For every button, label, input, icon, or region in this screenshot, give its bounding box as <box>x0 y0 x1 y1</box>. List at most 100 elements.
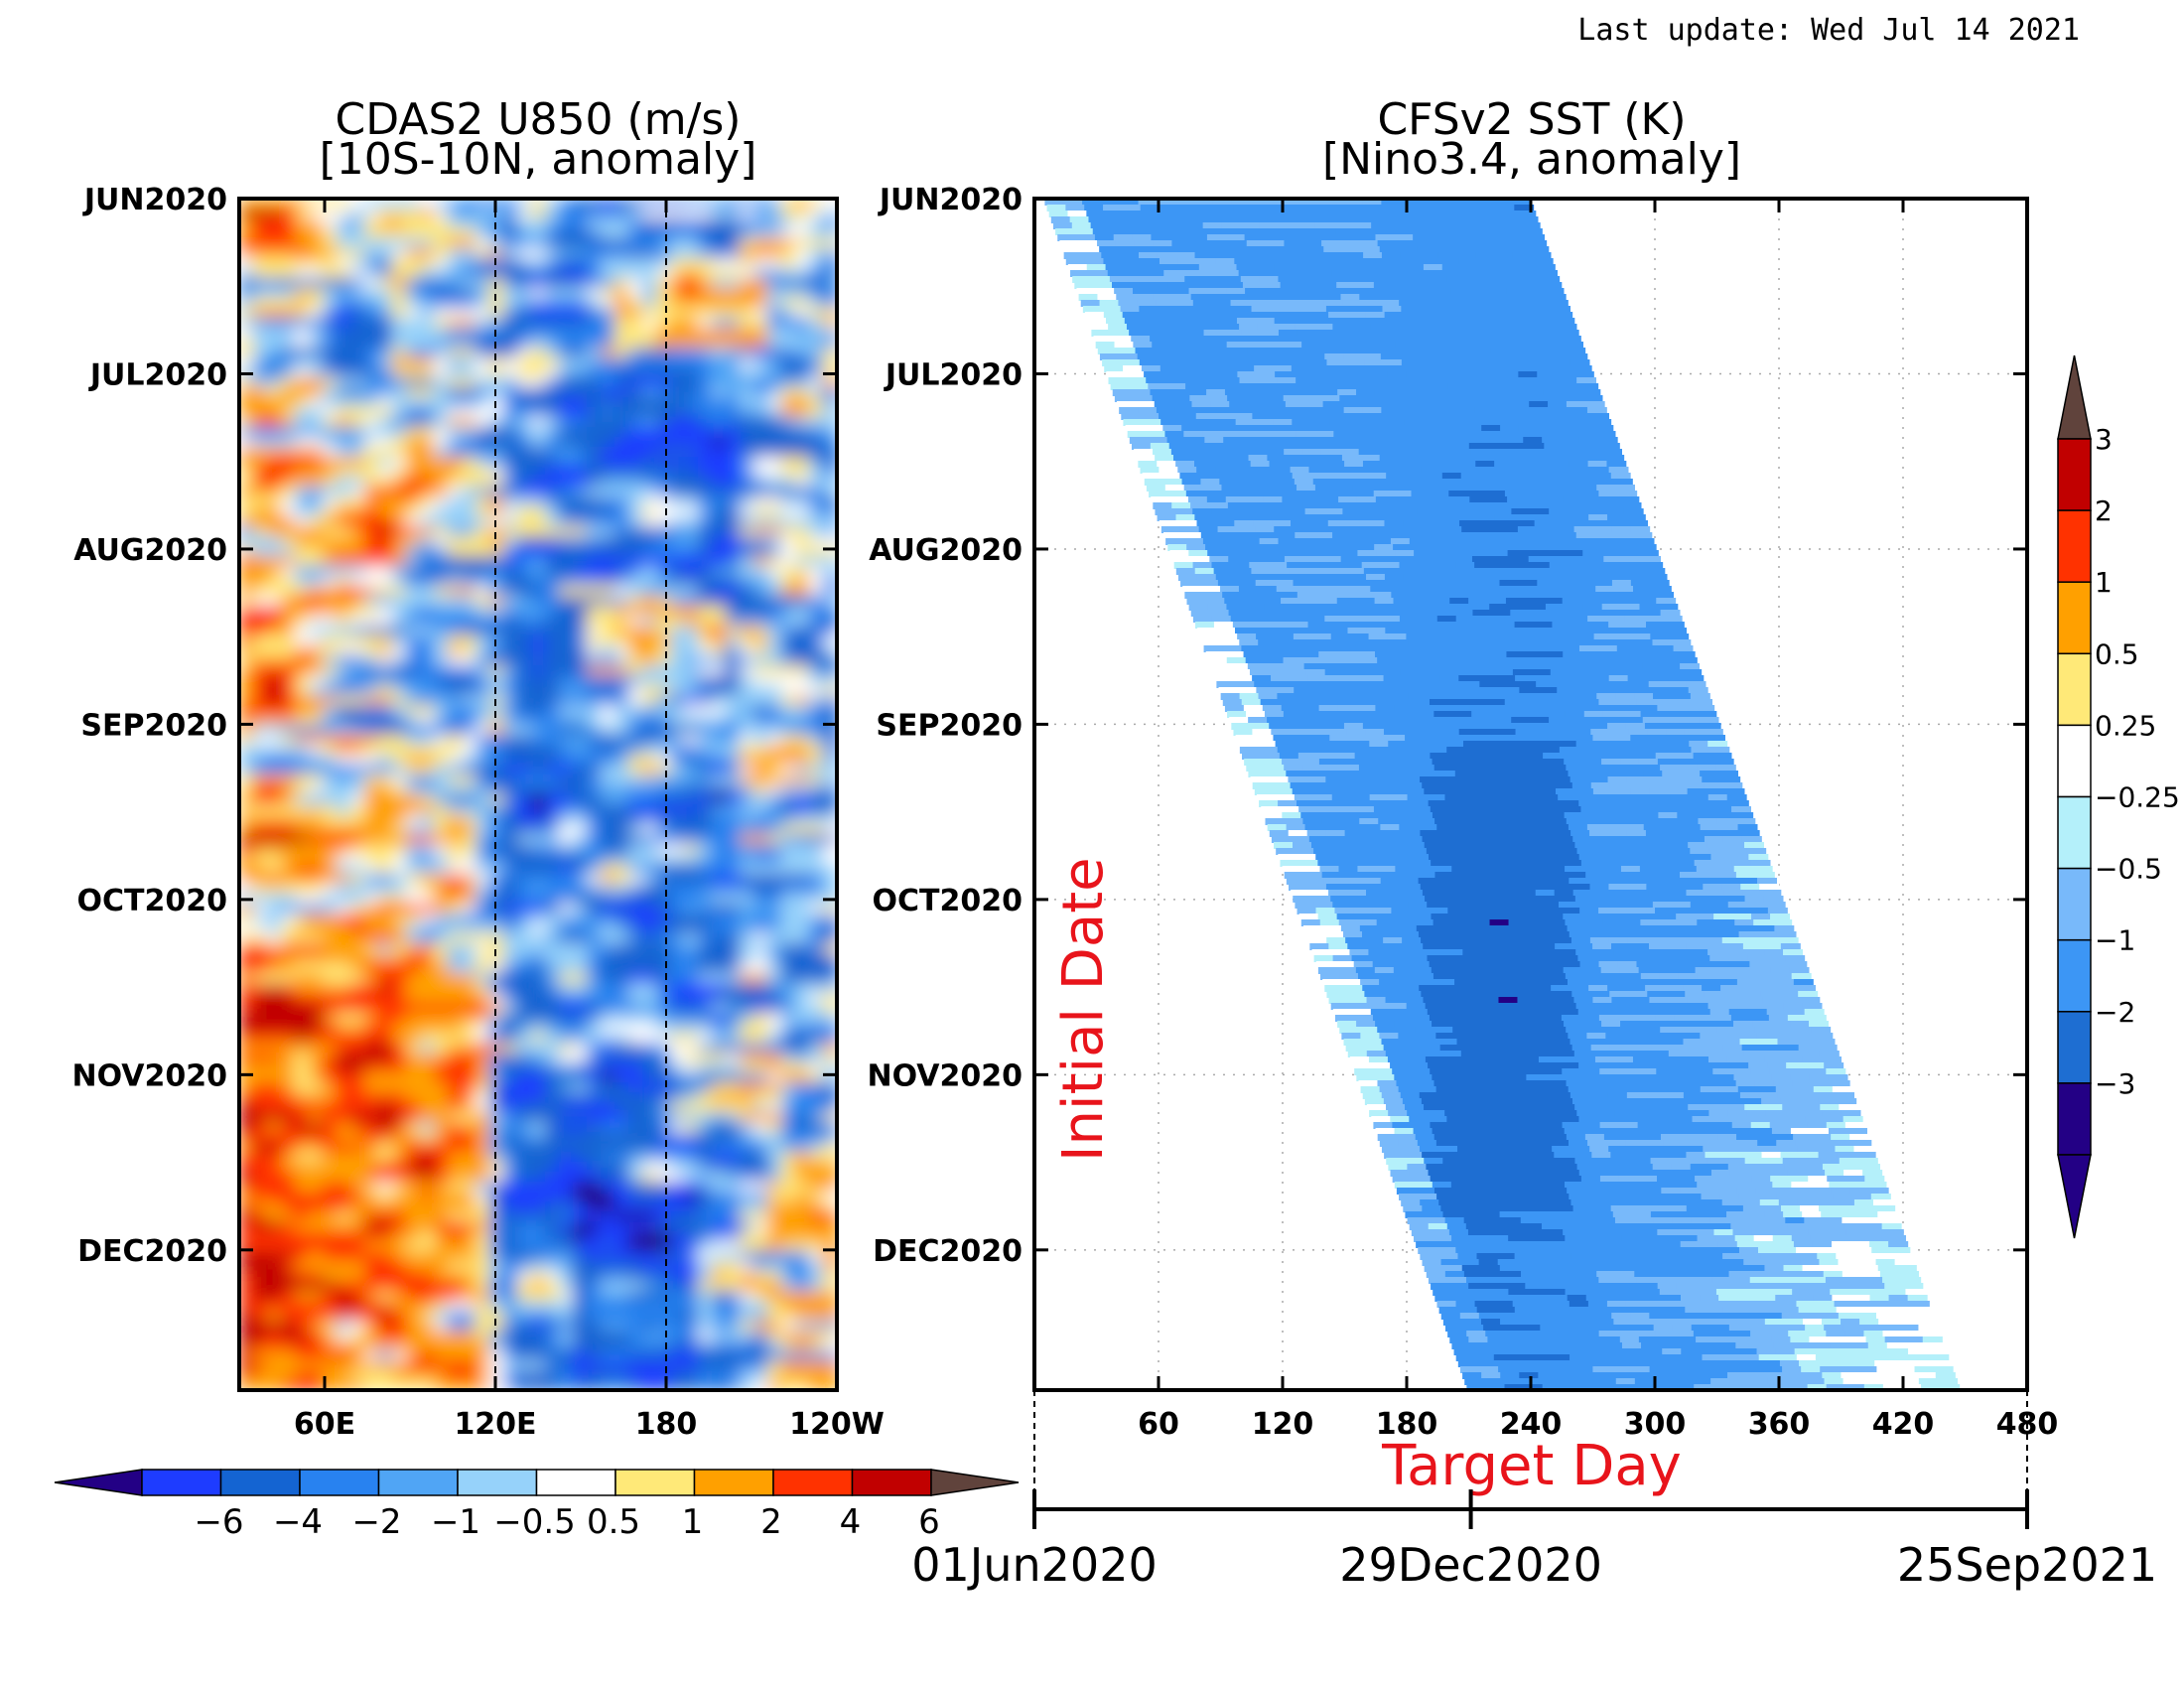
u850-cell <box>517 1281 532 1292</box>
u850-cell <box>670 258 685 269</box>
u850-cell <box>337 715 351 726</box>
u850-cell <box>517 536 532 547</box>
u850-cell <box>823 586 837 597</box>
u850-cell <box>503 894 518 905</box>
u850-cell <box>323 228 338 239</box>
u850-cell <box>614 377 629 388</box>
u850-cell <box>614 1172 629 1183</box>
u850-cell <box>795 1092 810 1103</box>
u850-cell <box>309 1043 324 1054</box>
u850-cell <box>823 506 837 517</box>
u850-cell <box>434 705 449 716</box>
u850-cell <box>795 1062 810 1073</box>
u850-cell <box>545 526 560 537</box>
u850-cell <box>573 288 588 299</box>
u850-cell <box>684 973 699 984</box>
u850-cell <box>476 1062 490 1073</box>
u850-cell <box>545 655 560 666</box>
u850-cell <box>448 1122 463 1133</box>
u850-cell <box>253 1092 268 1103</box>
u850-cell <box>378 328 393 339</box>
u850-cell <box>503 238 518 249</box>
u850-cell <box>267 933 282 944</box>
u850-cell <box>253 467 268 478</box>
u850-cell <box>267 1251 282 1262</box>
u850-cell <box>489 1271 504 1282</box>
u850-cell <box>531 556 546 567</box>
u850-cell <box>726 626 741 636</box>
u850-cell <box>823 695 837 706</box>
u850-cell <box>462 745 477 756</box>
u850-cell <box>364 1082 379 1093</box>
u850-cell <box>295 496 310 507</box>
u850-cell <box>448 328 463 339</box>
u850-cell <box>462 586 477 597</box>
u850-cell <box>295 1291 310 1302</box>
u850-cell <box>656 348 671 358</box>
u850-cell <box>823 387 837 398</box>
u850-cell <box>545 715 560 726</box>
u850-cell <box>309 626 324 636</box>
u850-cell <box>295 516 310 527</box>
u850-cell <box>559 824 574 835</box>
u850-cell <box>392 695 407 706</box>
u850-cell <box>656 1162 671 1173</box>
u850-cell <box>628 447 643 458</box>
u850-cell <box>531 506 546 517</box>
u850-cell <box>406 238 421 249</box>
u850-cell <box>503 884 518 895</box>
u850-cell <box>517 377 532 388</box>
u850-cell <box>795 834 810 845</box>
u850-cell <box>531 1271 546 1282</box>
u850-cell <box>712 1023 727 1034</box>
u850-cell <box>614 1162 629 1173</box>
u850-cell <box>364 536 379 547</box>
u850-cell <box>795 1053 810 1063</box>
u850-cell <box>392 228 407 239</box>
u850-cell <box>587 417 602 428</box>
u850-cell <box>767 1281 782 1292</box>
u850-cell <box>545 804 560 815</box>
u850-cell <box>378 844 393 855</box>
u850-cell <box>573 963 588 974</box>
u850-cell <box>795 1251 810 1262</box>
u850-cell <box>448 1340 463 1351</box>
u850-cell <box>364 457 379 468</box>
u850-cell <box>559 1211 574 1222</box>
u850-cell <box>267 566 282 577</box>
u850-cell <box>517 1072 532 1083</box>
u850-cell <box>753 923 768 934</box>
u850-cell <box>281 1261 296 1272</box>
u850-cell <box>448 854 463 865</box>
u850-cell <box>350 586 365 597</box>
u850-cell <box>517 199 532 210</box>
u850-cell <box>753 1291 768 1302</box>
u850-cell <box>350 765 365 775</box>
u850-cell <box>684 1331 699 1341</box>
u850-cell <box>781 477 796 488</box>
u850-cell <box>295 1201 310 1212</box>
u850-cell <box>239 973 254 984</box>
u850-cell <box>350 1152 365 1163</box>
u850-cell <box>281 397 296 408</box>
u850-cell <box>712 357 727 368</box>
u850-cell <box>337 427 351 438</box>
u850-cell <box>587 1152 602 1163</box>
u850-cell <box>476 467 490 478</box>
u850-cell <box>267 1033 282 1044</box>
u850-cell <box>573 1102 588 1113</box>
u850-cell <box>587 635 602 646</box>
u850-cell <box>364 824 379 835</box>
u850-cell <box>698 278 713 289</box>
u850-cell <box>573 1172 588 1183</box>
u850-cell <box>753 437 768 448</box>
u850-cell <box>781 437 796 448</box>
u850-cell <box>476 1261 490 1272</box>
u850-cell <box>364 238 379 249</box>
u850-cell <box>337 675 351 686</box>
u850-cell <box>378 1271 393 1282</box>
u850-cell <box>740 765 754 775</box>
u850-cell <box>350 526 365 537</box>
u850-cell <box>740 904 754 914</box>
u850-cell <box>545 357 560 368</box>
